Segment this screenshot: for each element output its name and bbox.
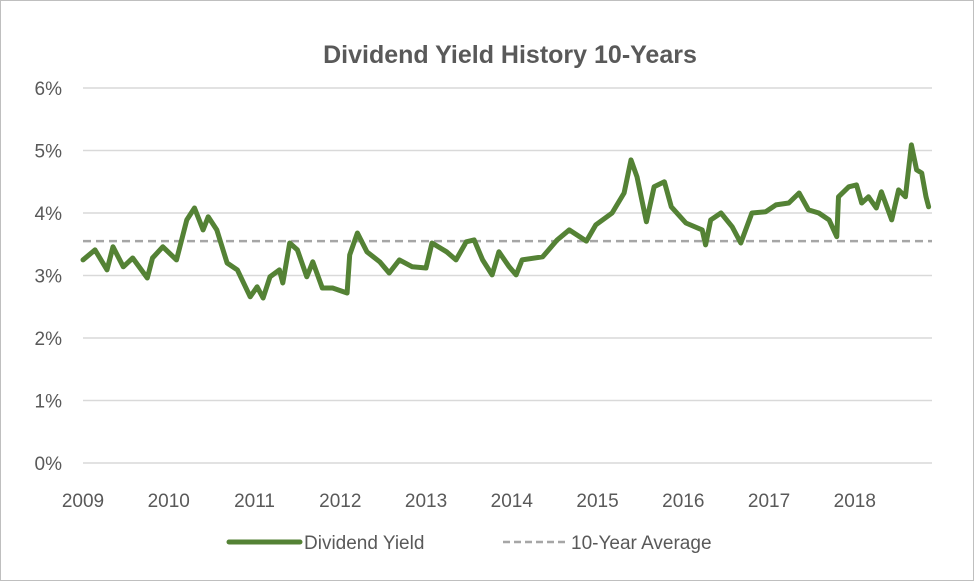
series-group	[80, 142, 932, 301]
y-tick-label: 3%	[35, 267, 63, 288]
x-tick-label: 2012	[319, 491, 361, 512]
x-tick-label: 2017	[748, 491, 790, 512]
x-axis-ticks: 2009 2010 2011 2012 2013 2014 2015 2016 2017 2018	[62, 491, 876, 512]
legend-label-10-year-average: 10-Year Average	[571, 533, 712, 554]
legend: Dividend Yield 10-Year Average	[226, 533, 712, 554]
x-tick-label: 2010	[148, 491, 190, 512]
gridlines	[83, 87, 932, 464]
y-tick-label: 1%	[35, 392, 63, 413]
y-axis-ticks: 0% 1% 2% 3% 4% 5% 6%	[35, 79, 63, 475]
y-tick-label: 5%	[35, 142, 63, 163]
x-tick-label: 2011	[234, 491, 275, 512]
x-tick-label: 2009	[62, 491, 104, 512]
x-tick-label: 2013	[405, 491, 447, 512]
x-tick-label: 2016	[662, 491, 704, 512]
chart-title: Dividend Yield History 10-Years	[323, 41, 697, 69]
x-tick-label: 2015	[576, 491, 618, 512]
y-tick-label: 0%	[35, 454, 63, 475]
x-tick-label: 2014	[491, 491, 534, 512]
x-tick-label: 2018	[834, 491, 876, 512]
legend-label-dividend-yield: Dividend Yield	[304, 533, 424, 554]
y-tick-label: 4%	[35, 204, 63, 225]
y-tick-label: 6%	[35, 79, 63, 100]
y-tick-label: 2%	[35, 329, 63, 350]
